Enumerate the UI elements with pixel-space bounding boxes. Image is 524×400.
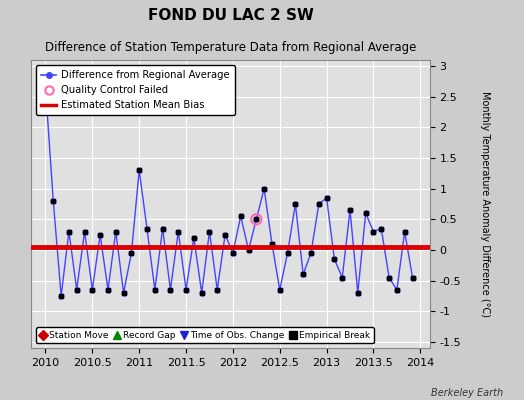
Text: Berkeley Earth: Berkeley Earth xyxy=(431,388,503,398)
Point xyxy=(221,232,230,238)
Point xyxy=(299,271,308,278)
Y-axis label: Monthly Temperature Anomaly Difference (°C): Monthly Temperature Anomaly Difference (… xyxy=(481,91,490,317)
Point xyxy=(369,228,378,235)
Point xyxy=(57,293,66,299)
Point xyxy=(276,286,284,293)
Point xyxy=(96,232,104,238)
Point xyxy=(135,167,144,174)
Point xyxy=(65,228,73,235)
Point xyxy=(283,250,292,256)
Point xyxy=(88,286,96,293)
Point xyxy=(252,216,260,222)
Point xyxy=(362,210,370,216)
Legend: Station Move, Record Gap, Time of Obs. Change, Empirical Break: Station Move, Record Gap, Time of Obs. C… xyxy=(36,327,374,344)
Point xyxy=(330,256,339,262)
Point xyxy=(408,274,417,281)
Point xyxy=(151,286,159,293)
Text: Difference of Station Temperature Data from Regional Average: Difference of Station Temperature Data f… xyxy=(45,41,416,54)
Point xyxy=(307,250,315,256)
Point xyxy=(174,228,182,235)
Point xyxy=(392,286,401,293)
Point xyxy=(182,286,190,293)
Point xyxy=(104,286,112,293)
Point xyxy=(244,247,253,253)
Point xyxy=(205,228,214,235)
Point xyxy=(41,84,50,91)
Point xyxy=(49,198,58,204)
Point xyxy=(346,207,354,213)
Point xyxy=(112,228,120,235)
Point xyxy=(127,250,136,256)
Point xyxy=(119,290,128,296)
Point xyxy=(213,286,222,293)
Point xyxy=(291,201,300,207)
Point xyxy=(260,186,268,192)
Text: FOND DU LAC 2 SW: FOND DU LAC 2 SW xyxy=(148,8,313,22)
Point xyxy=(158,225,167,232)
Point xyxy=(198,290,206,296)
Point xyxy=(166,286,174,293)
Point xyxy=(72,286,81,293)
Point xyxy=(143,225,151,232)
Point xyxy=(252,216,260,222)
Point xyxy=(400,228,409,235)
Point xyxy=(338,274,346,281)
Point xyxy=(354,290,362,296)
Point xyxy=(268,241,276,247)
Point xyxy=(377,225,386,232)
Point xyxy=(236,213,245,220)
Point xyxy=(228,250,237,256)
Point xyxy=(385,274,394,281)
Point xyxy=(314,201,323,207)
Point xyxy=(80,228,89,235)
Point xyxy=(190,234,198,241)
Point xyxy=(322,195,331,201)
